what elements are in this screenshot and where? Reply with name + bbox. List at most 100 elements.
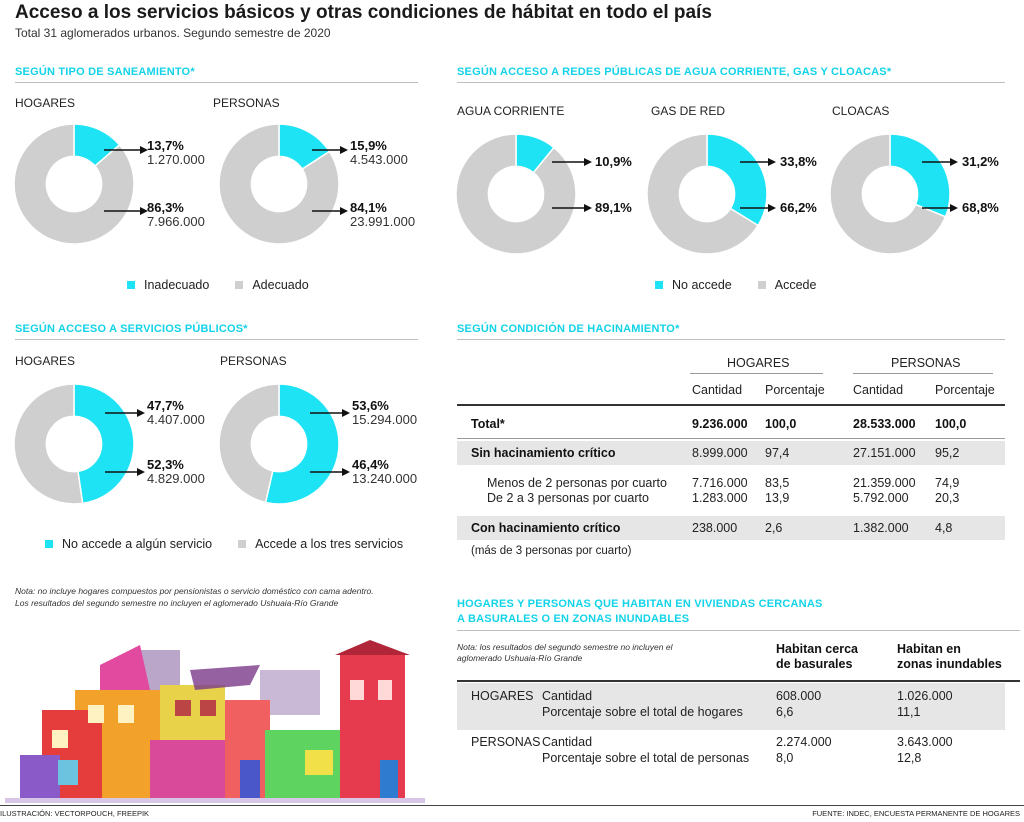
section-divider bbox=[457, 630, 1020, 631]
slice-percent: 31,2% bbox=[962, 154, 999, 169]
slice-annotation: 31,2% bbox=[962, 155, 999, 169]
donut-servicios-hogares bbox=[13, 383, 135, 505]
slice-percent: 47,7% bbox=[147, 398, 184, 413]
donut-slice-gray bbox=[218, 383, 280, 504]
footnote: Nota: los resultados del segundo semestr… bbox=[457, 642, 673, 652]
table-rule bbox=[457, 438, 1005, 439]
slice-percent: 52,3% bbox=[147, 457, 184, 472]
slice-annotation: 46,4% 13.240.000 bbox=[352, 458, 417, 486]
donut-label: AGUA CORRIENTE bbox=[457, 104, 565, 118]
section-servicios-heading: SEGÚN ACCESO A SERVICIOS PÚBLICOS* bbox=[15, 323, 248, 335]
table-cell: 608.000 bbox=[776, 689, 822, 703]
donut-label: PERSONAS bbox=[213, 96, 280, 110]
donut-slice-cyan bbox=[73, 383, 135, 505]
slice-percent: 66,2% bbox=[780, 200, 817, 215]
window-shape bbox=[52, 730, 68, 748]
donut-slice-gray bbox=[218, 123, 340, 245]
footer-divider bbox=[0, 805, 1024, 806]
donut-saneamiento-personas bbox=[218, 123, 340, 245]
slice-percent: 10,9% bbox=[595, 154, 632, 169]
donut-label: CLOACAS bbox=[832, 104, 890, 118]
window-shape bbox=[305, 750, 333, 775]
window-shape bbox=[58, 760, 78, 785]
donut-servicios-personas bbox=[218, 383, 340, 505]
slice-annotation: 86,3% 7.966.000 bbox=[147, 201, 205, 229]
table-cell: 83,5 bbox=[765, 476, 790, 490]
legend-swatch-gray bbox=[235, 281, 244, 289]
table-cell: 4,8 bbox=[935, 521, 953, 535]
window-shape bbox=[175, 700, 191, 716]
column-header: Cantidad bbox=[692, 383, 743, 397]
header-rule bbox=[690, 373, 823, 374]
donut-slice-cyan bbox=[264, 383, 340, 505]
pointer-arrows bbox=[104, 146, 148, 215]
table-cell: 6,6 bbox=[776, 705, 794, 719]
legend-item: Adecuado bbox=[235, 278, 309, 292]
table-rule bbox=[457, 680, 1020, 682]
section-divider bbox=[457, 339, 1005, 340]
slice-percent: 15,9% bbox=[350, 138, 387, 153]
row-label: Cantidad bbox=[542, 735, 593, 749]
section-basurales-heading: HOGARES Y PERSONAS QUE HABITAN EN VIVIEN… bbox=[457, 598, 823, 610]
slice-annotation: 10,9% bbox=[595, 155, 632, 169]
donut-slice-gray bbox=[829, 133, 947, 255]
legend-item: No accede bbox=[655, 278, 732, 292]
window-shape bbox=[350, 680, 364, 700]
row-label: Total* bbox=[471, 417, 505, 431]
donut-label: HOGARES bbox=[15, 96, 76, 110]
column-header-line: zonas inundables bbox=[897, 657, 1002, 671]
column-header: Habitan cerca de basurales bbox=[776, 642, 858, 672]
table-cell: 1.026.000 bbox=[897, 689, 953, 703]
slice-value: 23.991.000 bbox=[350, 214, 416, 229]
column-header: Habitan en zonas inundables bbox=[897, 642, 1002, 672]
footer-source: FUENTE: INDEC, ENCUESTA PERMANENTE DE HO… bbox=[812, 809, 1020, 818]
slice-annotation: 15,9% 4.543.000 bbox=[350, 139, 408, 167]
slice-value: 4.829.000 bbox=[147, 471, 205, 486]
house-shape bbox=[100, 645, 150, 695]
slice-percent: 53,6% bbox=[352, 398, 389, 413]
row-label: Porcentaje sobre el total de hogares bbox=[542, 705, 743, 719]
row-group-label: HOGARES bbox=[471, 689, 534, 703]
window-shape bbox=[118, 705, 134, 723]
section-divider bbox=[15, 82, 418, 83]
column-header-line: Habitan en bbox=[897, 642, 961, 656]
column-header-line: Habitan cerca bbox=[776, 642, 858, 656]
legend-label: Accede a los tres servicios bbox=[255, 537, 404, 551]
donut-saneamiento-hogares bbox=[13, 123, 135, 245]
legend-item: No accede a algún servicio bbox=[45, 537, 212, 551]
column-header: Porcentaje bbox=[935, 383, 995, 397]
slice-percent: 46,4% bbox=[352, 457, 389, 472]
donut-gas-de-red bbox=[646, 133, 768, 255]
window-shape bbox=[200, 700, 216, 716]
row-band bbox=[457, 441, 1005, 465]
legend-swatch-cyan bbox=[655, 281, 663, 289]
table-cell: 100,0 bbox=[765, 417, 797, 431]
table-cell: 20,3 bbox=[935, 491, 960, 505]
legend-swatch-gray bbox=[757, 281, 766, 289]
section-basurales-heading-line2: A BASURALES O EN ZONAS INUNDABLES bbox=[457, 613, 690, 625]
donut-slice-gray bbox=[646, 133, 760, 255]
table-cell: 2.274.000 bbox=[776, 735, 832, 749]
donut-slice-gray bbox=[13, 383, 84, 505]
table-cell: 8,0 bbox=[776, 751, 794, 765]
slice-percent: 86,3% bbox=[147, 200, 184, 215]
legend: Inadecuado Adecuado bbox=[127, 278, 335, 292]
column-group-header: HOGARES bbox=[727, 356, 790, 370]
legend-item: Accede a los tres servicios bbox=[238, 537, 403, 551]
donut-slice-cyan bbox=[706, 133, 768, 227]
slice-value: 15.294.000 bbox=[352, 412, 418, 427]
slice-annotation: 68,8% bbox=[962, 201, 999, 215]
slice-annotation: 13,7% 1.270.000 bbox=[147, 139, 205, 167]
table-cell: 8.999.000 bbox=[692, 446, 748, 460]
slice-value: 7.966.000 bbox=[147, 214, 205, 229]
slice-annotation: 52,3% 4.829.000 bbox=[147, 458, 205, 486]
awning-shape bbox=[190, 665, 260, 690]
row-label: Menos de 2 personas por cuarto bbox=[487, 476, 667, 490]
table-cell: 74,9 bbox=[935, 476, 960, 490]
row-group-label: PERSONAS bbox=[471, 735, 541, 749]
slice-annotation: 89,1% bbox=[595, 201, 632, 215]
table-cell: 28.533.000 bbox=[853, 417, 916, 431]
section-hacinamiento-heading: SEGÚN CONDICIÓN DE HACINAMIENTO* bbox=[457, 323, 680, 335]
slice-percent: 68,8% bbox=[962, 200, 999, 215]
window-shape bbox=[378, 680, 392, 700]
